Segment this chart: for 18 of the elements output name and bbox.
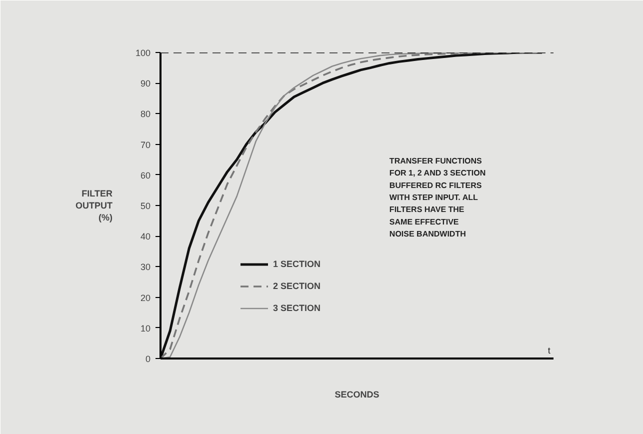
y-tick-label: 30 bbox=[140, 262, 151, 272]
x-axis-title: SECONDS bbox=[334, 390, 380, 400]
y-tick-label: 40 bbox=[140, 232, 151, 242]
y-tick-label: 80 bbox=[140, 109, 151, 120]
y-axis-title: FILTER OUTPUT (%) bbox=[75, 188, 113, 222]
annotation: TRANSFER FUNCTIONS FOR 1, 2 AND 3 SECTION BUFFERED RC FILTERS WITH STEP INPUT. ALL FILTERS HAVE THE SAME EFFECTIVE NOISE BANDWIDTH bbox=[389, 156, 486, 238]
y-tick-label: 50 bbox=[140, 201, 151, 211]
legend-label: 3 SECTION bbox=[273, 303, 321, 313]
y-tick-label: 0 bbox=[145, 354, 151, 364]
y-tick-label: 10 bbox=[140, 323, 151, 334]
y-tick-label: 100 bbox=[135, 48, 151, 58]
legend-label: 1 SECTION bbox=[273, 259, 321, 269]
legend-label: 2 SECTION bbox=[273, 281, 321, 291]
y-tick-label: 60 bbox=[140, 170, 151, 180]
y-tick-label: 70 bbox=[140, 140, 151, 150]
y-tick-label: 20 bbox=[140, 292, 151, 303]
y-tick-label: 90 bbox=[140, 78, 151, 89]
annotation: t bbox=[548, 346, 551, 356]
